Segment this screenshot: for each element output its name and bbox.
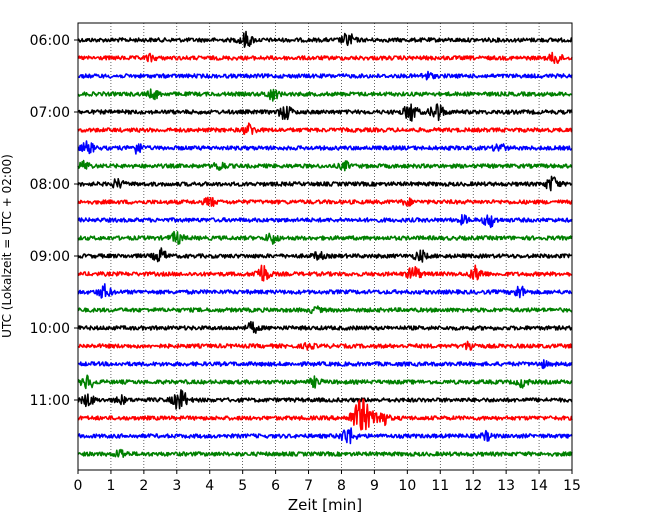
trace-1130 [77,427,573,445]
trace-layer [77,30,573,458]
x-axis: 0 1 2 3 4 5 6 7 8 9 10 11 12 13 14 15 [74,470,581,494]
trace-0630 [77,70,573,81]
trace-1115 [77,398,573,431]
x-tick-label: 4 [205,478,214,494]
x-tick-label: 9 [370,478,379,494]
trace-1100 [77,389,573,410]
x-tick-label: 6 [271,478,280,494]
trace-0815 [77,196,573,207]
trace-1015 [77,340,573,351]
trace-1030 [77,359,573,370]
trace-0615 [77,51,573,64]
trace-0600 [77,30,573,48]
y-tick-label: 11:00 [30,393,70,409]
x-tick-label: 12 [464,478,482,494]
x-axis-label: Zeit [min] [288,496,362,514]
x-tick-label: 14 [530,478,548,494]
x-tick-label: 1 [106,478,115,494]
trace-0945 [77,305,573,315]
trace-1045 [77,374,573,390]
trace-0800 [77,175,573,192]
trace-0915 [77,264,573,282]
x-tick-label: 5 [238,478,247,494]
trace-0645 [77,88,573,102]
trace-1145 [77,448,573,458]
trace-0730 [77,140,573,155]
x-tick-label: 13 [497,478,515,494]
trace-1000 [77,320,573,334]
trace-0845 [77,230,573,245]
y-tick-label: 09:00 [30,249,70,265]
trace-0830 [77,214,573,229]
y-tick-label: 07:00 [30,105,70,121]
y-tick-label: 08:00 [30,177,70,193]
plot-frame [77,22,573,471]
y-tick-label: 06:00 [30,33,70,49]
x-tick-label: 11 [431,478,449,494]
y-tick-label: 10:00 [30,321,70,337]
y-axis-label: UTC (Lokalzeit = UTC + 02:00) [0,154,14,338]
trace-0900 [77,247,573,263]
x-tick-label: 0 [74,478,83,494]
trace-0745 [77,159,573,172]
x-tick-label: 8 [337,478,346,494]
x-tick-label: 7 [304,478,313,494]
x-tick-label: 2 [139,478,148,494]
y-axis: 06:00 07:00 08:00 09:00 10:00 11:00 [30,33,78,409]
x-tick-label: 10 [398,478,416,494]
x-tick-label: 15 [563,478,581,494]
trace-0715 [77,122,573,135]
trace-0930 [77,283,573,299]
trace-0700 [77,103,573,122]
x-tick-label: 3 [172,478,181,494]
